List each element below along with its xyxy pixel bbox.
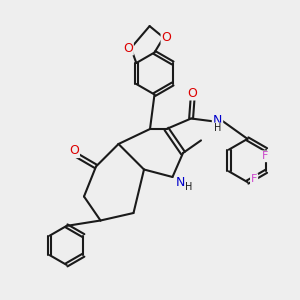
Text: F: F bbox=[262, 151, 268, 161]
Text: O: O bbox=[188, 86, 197, 100]
Text: O: O bbox=[162, 31, 171, 44]
Text: F: F bbox=[251, 174, 257, 184]
Text: H: H bbox=[214, 123, 222, 133]
Text: N: N bbox=[213, 113, 222, 127]
Text: O: O bbox=[69, 144, 79, 157]
Text: N: N bbox=[176, 176, 186, 190]
Text: O: O bbox=[123, 41, 133, 55]
Text: H: H bbox=[185, 182, 193, 193]
